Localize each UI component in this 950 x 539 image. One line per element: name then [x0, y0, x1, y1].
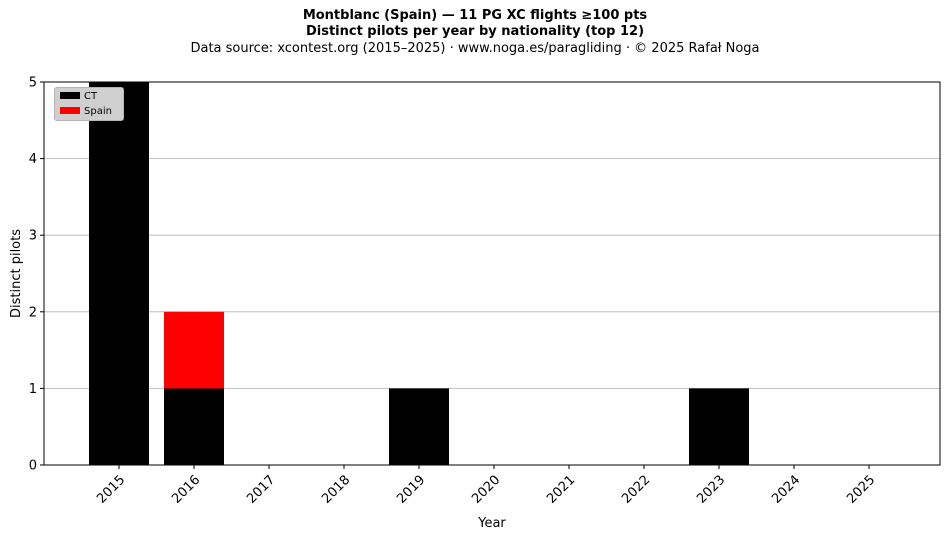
- x-tick-label-2017: 2017: [244, 473, 278, 507]
- y-tick-label-3: 3: [29, 229, 37, 244]
- y-tick-label-4: 4: [29, 152, 37, 167]
- bar-ct-2019: [389, 388, 449, 465]
- x-tick-label-2019: 2019: [394, 473, 428, 507]
- bar-ct-2023: [689, 388, 749, 465]
- legend-item-ct: CT: [60, 91, 97, 103]
- x-tick-label-2021: 2021: [544, 473, 578, 507]
- legend-swatch-spain: [60, 106, 80, 114]
- chart-title-block: Montblanc (Spain) — 11 PG XC flights ≥10…: [0, 8, 950, 58]
- legend-label-spain: Spain: [84, 106, 112, 117]
- x-tick-label-2016: 2016: [169, 473, 203, 507]
- chart-subtitle: Distinct pilots per year by nationality …: [305, 24, 645, 39]
- y-tick-label-2: 2: [29, 305, 37, 320]
- x-tick-label-2024: 2024: [769, 473, 803, 507]
- legend: CT Spain: [54, 87, 124, 121]
- bar-ct-2015: [89, 82, 149, 465]
- y-tick-label-5: 5: [29, 76, 37, 91]
- x-tick-label-2020: 2020: [469, 473, 503, 507]
- y-tick-label-0: 0: [29, 459, 37, 474]
- y-axis-label: Distinct pilots: [9, 229, 24, 318]
- plot-frame: [43, 81, 941, 466]
- y-tick-label-1: 1: [29, 382, 37, 397]
- bar-spain-2016: [164, 311, 224, 389]
- chart-source-note: Data source: xcontest.org (2015–2025) · …: [190, 41, 760, 56]
- x-tick-label-2022: 2022: [619, 473, 653, 507]
- legend-swatch-ct: [60, 91, 80, 99]
- x-axis-label: Year: [477, 516, 506, 531]
- legend-label-ct: CT: [84, 91, 98, 102]
- x-tick-label-2015: 2015: [94, 473, 128, 507]
- x-tick-label-2018: 2018: [319, 473, 353, 507]
- legend-item-spain: Spain: [60, 106, 112, 118]
- x-tick-label-2023: 2023: [694, 473, 728, 507]
- x-tick-label-2025: 2025: [844, 473, 878, 507]
- chart-title: Montblanc (Spain) — 11 PG XC flights ≥10…: [302, 8, 648, 23]
- bar-ct-2016: [164, 388, 224, 465]
